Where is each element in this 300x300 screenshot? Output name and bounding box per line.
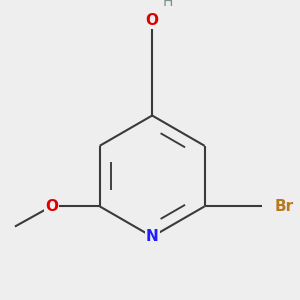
Text: H: H	[163, 0, 173, 10]
Text: O: O	[146, 13, 159, 28]
Text: O: O	[45, 199, 58, 214]
Text: N: N	[146, 229, 158, 244]
Text: Br: Br	[274, 199, 293, 214]
